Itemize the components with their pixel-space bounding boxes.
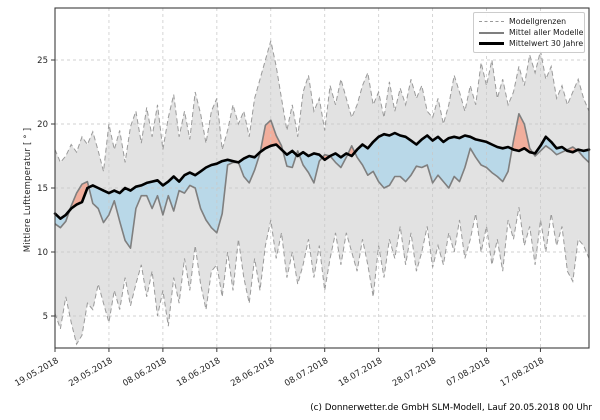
y-tick-label: 25 (37, 56, 48, 66)
warm-anomaly-area (69, 181, 89, 211)
y-axis-label: Mittlere Lufttemperatur [ ° ] (23, 127, 33, 253)
black-line-icon (479, 42, 504, 45)
legend-label: Mittel aller Modelle (509, 28, 584, 37)
cool-anomaly-area (88, 159, 239, 249)
x-tick-label: 18.06.2018 (175, 356, 222, 389)
dashed-line-icon (479, 21, 504, 22)
legend-item-climate-mean: Mittelwert 30 Jahre (479, 38, 583, 49)
model-upper-bound-line (54, 40, 590, 172)
y-tick-label: 15 (37, 184, 48, 194)
cool-anomaly-area (299, 152, 323, 183)
legend-item-model-mean: Mittel aller Modelle (479, 27, 583, 38)
cool-anomaly-area (55, 210, 70, 228)
model-lower-bound-line (54, 207, 590, 346)
climate-mean-line (53, 131, 591, 220)
legend-label: Modellgrenzen (509, 17, 567, 26)
model-range-area (55, 40, 589, 345)
plot-border (54, 7, 590, 349)
y-tick-label: 20 (37, 120, 48, 130)
legend-label: Mittelwert 30 Jahre (509, 39, 584, 48)
x-tick-label: 08.06.2018 (121, 356, 168, 389)
x-tick-label: 18.07.2018 (337, 356, 384, 389)
cool-anomaly-area (354, 133, 512, 188)
x-tick-label: 19.05.2018 (13, 356, 60, 389)
copyright-caption: (c) Donnerwetter.de GmbH SLM-Modell, Lau… (310, 403, 592, 413)
x-tick-label: 17.08.2018 (499, 356, 546, 389)
legend-item-model-bounds: Modellgrenzen (479, 16, 579, 27)
x-tick-label: 28.06.2018 (229, 356, 276, 389)
x-tick-label: 28.07.2018 (391, 356, 438, 389)
x-tick-label: 29.05.2018 (67, 356, 114, 389)
y-tick-label: 5 (43, 312, 48, 322)
legend-box: Modellgrenzen Mittel aller Modelle Mitte… (473, 12, 585, 53)
x-tick-label: 08.07.2018 (283, 356, 330, 389)
gray-line-icon (479, 31, 504, 34)
cool-anomaly-area (532, 136, 567, 156)
y-tick-label: 10 (37, 248, 48, 258)
x-tick-label: 07.08.2018 (445, 356, 492, 389)
